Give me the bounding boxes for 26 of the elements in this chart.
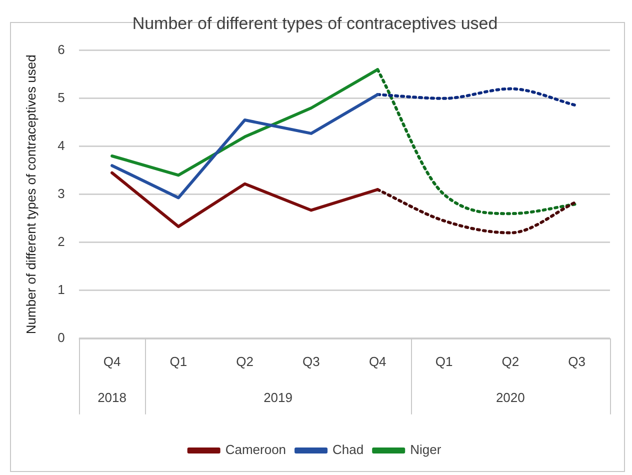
y-tick-label: 6: [58, 42, 65, 57]
y-tick-label: 3: [58, 186, 65, 201]
x-tick-label: Q1: [170, 354, 188, 369]
x-tick-label: Q4: [368, 354, 386, 369]
y-axis-title: Number of different types of contraceptives used: [23, 54, 38, 334]
chart-title: Number of different types of contraceptives used: [132, 14, 498, 33]
x-tick-label: Q2: [502, 354, 520, 369]
y-tick-label: 2: [58, 234, 65, 249]
x-tick-label: Q2: [236, 354, 254, 369]
legend-label: Niger: [410, 442, 442, 458]
line-series: [376, 68, 578, 216]
y-tick-label: 5: [58, 90, 65, 105]
line-series: [376, 188, 578, 234]
y-tick-label: 1: [58, 282, 65, 297]
text: 2019: [264, 390, 292, 405]
line-series: [376, 87, 578, 108]
text: 2020: [496, 390, 525, 405]
x-tick-label: Q3: [568, 354, 586, 369]
x-tick-label: Q4: [103, 354, 121, 369]
x-tick-label: Q3: [302, 354, 320, 369]
x-tick-label: Q1: [435, 354, 453, 369]
text: 2018: [98, 390, 126, 405]
legend-label: Chad: [332, 442, 364, 458]
y-tick-label: 4: [58, 138, 65, 153]
legend-label: Cameroon: [225, 442, 286, 458]
y-tick-label: 0: [58, 330, 65, 345]
